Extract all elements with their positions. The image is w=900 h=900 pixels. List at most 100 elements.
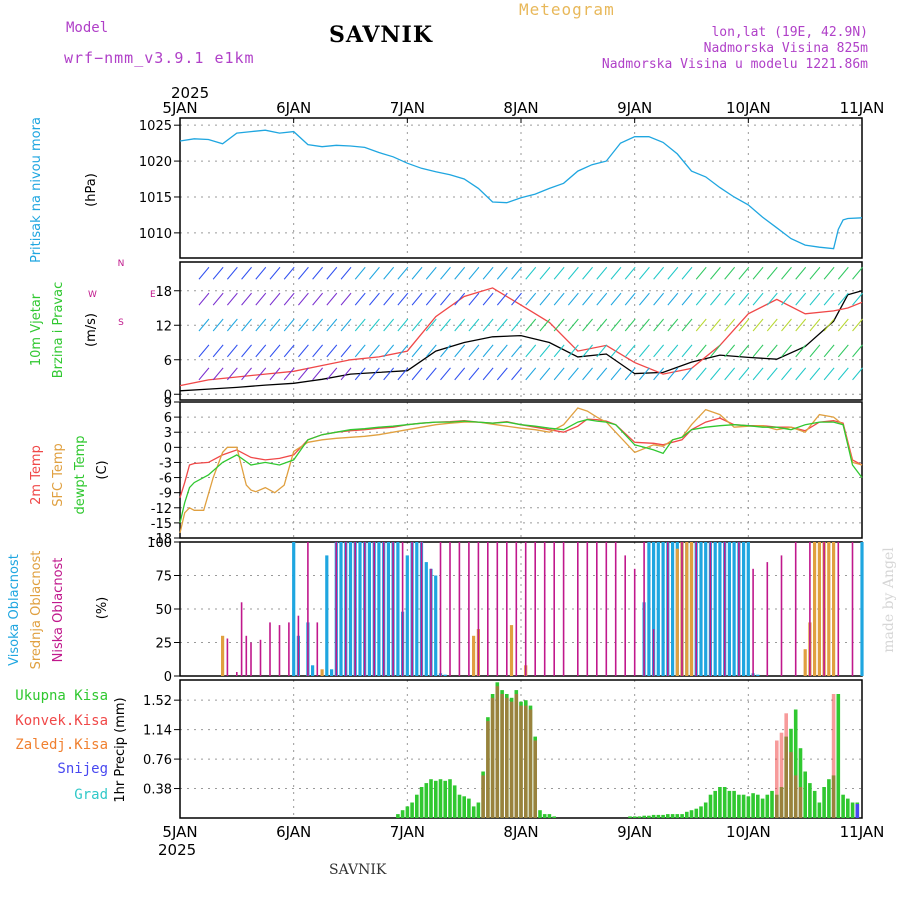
cloud-bar	[240, 602, 243, 676]
wind-arrow	[681, 367, 693, 381]
wind-arrow	[681, 344, 693, 358]
wind-arrow	[752, 266, 764, 280]
y-tick-label: -18	[151, 532, 172, 547]
wind-arrow	[852, 367, 863, 381]
wind-arrow	[852, 292, 863, 306]
year-label-bottom: 2025	[158, 841, 196, 859]
cloud-bar	[695, 542, 697, 676]
pressure-series-label: Pritisak na nivou mora	[29, 117, 44, 263]
cloud-bar	[472, 635, 476, 676]
wind-panel: 0 6 12 18	[155, 261, 863, 403]
wind-arrow	[624, 367, 636, 381]
wind-arrow	[553, 318, 565, 332]
wind-arrow	[809, 344, 821, 358]
wind-arrow	[582, 344, 593, 358]
cloud-bar	[311, 665, 315, 676]
wind-arrow	[496, 318, 508, 332]
cloud-bar	[675, 548, 679, 676]
precipitation-bar	[429, 779, 433, 818]
wind-arrow	[823, 344, 835, 358]
precipitation-bar	[547, 814, 552, 818]
wind-arrow	[425, 266, 437, 280]
cloud-bar	[288, 622, 290, 676]
wind-arrow	[298, 344, 309, 358]
wind-arrow	[269, 318, 281, 332]
x-tick-label-bottom: 8JAN	[503, 823, 538, 841]
wind-arrow	[411, 318, 423, 332]
wind-arrow	[511, 318, 522, 332]
wind-arrow	[326, 344, 338, 358]
wind-arrow	[283, 318, 295, 332]
wind-series-line	[179, 287, 863, 387]
cloud-bar	[656, 542, 660, 676]
precipitation-bar	[756, 794, 760, 818]
y-tick-label: 75	[155, 570, 172, 585]
wind-arrow	[255, 318, 267, 332]
cloud-bar	[443, 674, 447, 676]
y-tick-label: 9	[164, 396, 172, 411]
wind-arrow	[539, 266, 551, 280]
wind-arrow	[496, 292, 508, 306]
wind-arrow	[468, 292, 480, 306]
wind-arrow	[738, 344, 750, 358]
cloud-bar	[348, 542, 353, 676]
wind-arrow	[852, 344, 863, 358]
wind-arrow	[354, 367, 366, 381]
y-tick-label: -3	[159, 456, 172, 471]
precipitation-bar	[495, 686, 500, 818]
cloud-bar	[405, 555, 409, 676]
compass-south: S	[118, 318, 124, 328]
precipitation-bar	[798, 748, 803, 818]
precipitation-bar	[760, 798, 765, 818]
wind-arrow	[653, 344, 664, 358]
precipitation-bar	[419, 787, 424, 818]
wind-arrow	[525, 344, 537, 358]
precipitation-bar	[670, 814, 675, 818]
wind-arrow	[425, 292, 437, 306]
precipitation-bar	[542, 814, 547, 818]
cloud-bar	[430, 568, 432, 676]
cloud-bar	[524, 542, 527, 676]
cloud-mid-label: Srednja Oblacnost	[29, 551, 44, 670]
coords-label: lon,lat (19E, 42.9N)	[711, 25, 868, 40]
wind-arrow	[596, 266, 608, 280]
station-title: SAVNIK	[329, 22, 433, 48]
cloud-bar	[358, 542, 362, 676]
wind-arrow	[383, 367, 395, 381]
wind-arrow	[823, 266, 835, 280]
wind-arrow	[582, 266, 593, 280]
wind-arrow	[752, 344, 764, 358]
precipitation-bar	[528, 709, 533, 818]
cloud-bar	[424, 562, 428, 676]
wind-arrow	[781, 266, 792, 280]
cloud-bar	[292, 542, 296, 676]
wind-arrow	[440, 292, 451, 306]
cloud-bar	[487, 542, 489, 676]
wind-arrow	[681, 292, 693, 306]
wind-arrow	[354, 266, 366, 280]
cloud-bar	[553, 542, 555, 676]
cloud-bar	[718, 542, 722, 676]
pressure-series-line	[179, 129, 863, 250]
cloud-bar	[756, 674, 760, 676]
wind-arrow	[738, 266, 750, 280]
precipitation-bar	[808, 783, 812, 818]
y-tick-label: 1.52	[143, 694, 172, 709]
precipitation-bar	[651, 814, 656, 818]
wind-arrow	[511, 266, 522, 280]
wind-arrow	[795, 292, 807, 306]
wind-arrow	[624, 344, 636, 358]
precipitation-bar	[699, 806, 703, 818]
precipitation-bar	[552, 816, 556, 818]
wind-arrow	[724, 266, 736, 280]
precipitation-bar	[405, 806, 410, 818]
wind-arrow	[198, 266, 210, 280]
wind-arrow	[567, 266, 579, 280]
cloud-bar	[624, 555, 626, 676]
wind-arrow	[639, 344, 650, 358]
wind-arrow	[354, 318, 366, 332]
cloud-bar	[373, 542, 375, 676]
temp-2m-label: 2m Temp	[29, 445, 44, 505]
cloud-bar	[278, 625, 281, 676]
cloud-bar	[713, 542, 717, 676]
